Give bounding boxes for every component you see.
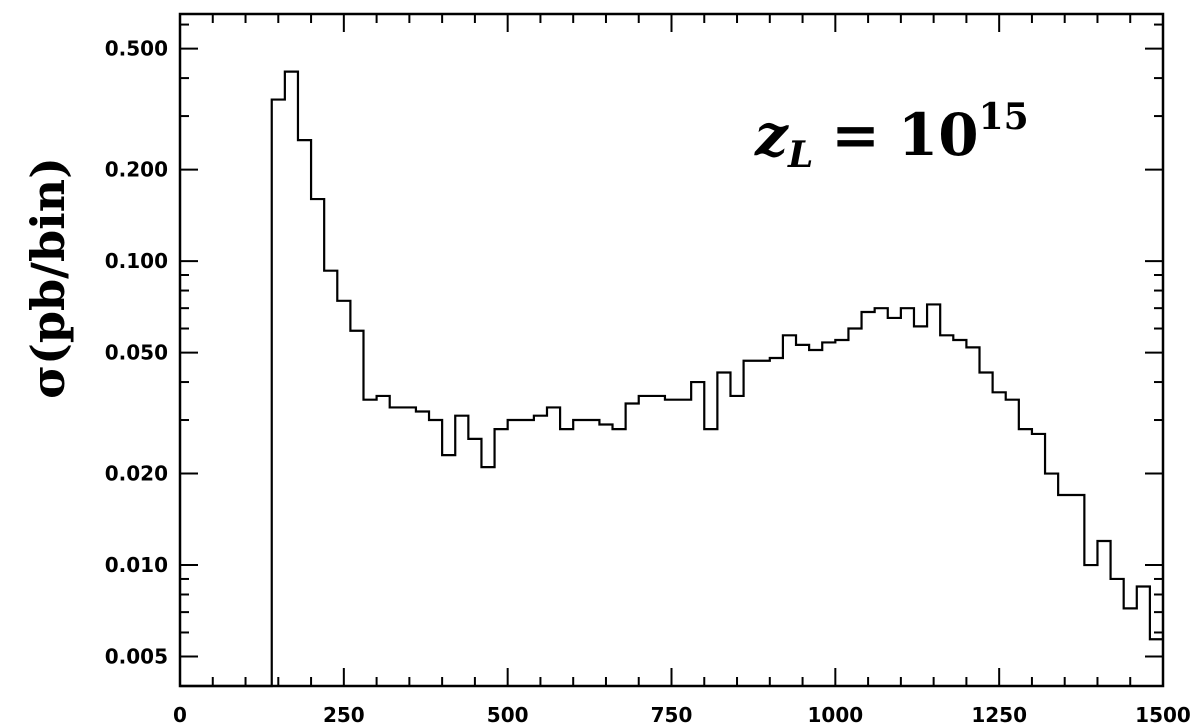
annotation-equals: = (831, 101, 880, 169)
annotation-exponent: 15 (979, 96, 1029, 138)
x-tick-label: 1250 (971, 703, 1027, 727)
x-tick-label: 0 (173, 703, 187, 727)
y-tick-label: 0.500 (105, 37, 168, 61)
x-tick-label: 1000 (807, 703, 863, 727)
y-tick-label: 0.005 (105, 645, 168, 669)
y-tick-label: 0.020 (105, 462, 168, 486)
y-tick-label: 0.010 (105, 553, 168, 577)
annotation-subscript: L (787, 134, 813, 176)
y-tick-labels: 0.005 0.010 0.020 0.050 0.100 0.200 0.500 (105, 37, 168, 669)
x-tick-label: 1500 (1135, 703, 1191, 727)
y-axis-label: σ(pb/bin) (21, 157, 75, 399)
y-tick-label: 0.050 (105, 341, 168, 365)
x-tick-label: 500 (487, 703, 529, 727)
y-tick-label: 0.200 (105, 158, 168, 182)
x-tick-label: 750 (651, 703, 693, 727)
z-l-annotation: zL = 1015 (754, 96, 1029, 176)
axis-ticks (179, 14, 1164, 687)
x-tick-label: 250 (323, 703, 365, 727)
x-tick-labels: 0 250 500 750 1000 1250 1500 (173, 703, 1191, 727)
y-tick-label: 0.100 (105, 249, 168, 273)
histogram-series (180, 70, 1163, 688)
annotation-base: z (754, 101, 789, 169)
annotation-mantissa: 10 (898, 101, 979, 169)
